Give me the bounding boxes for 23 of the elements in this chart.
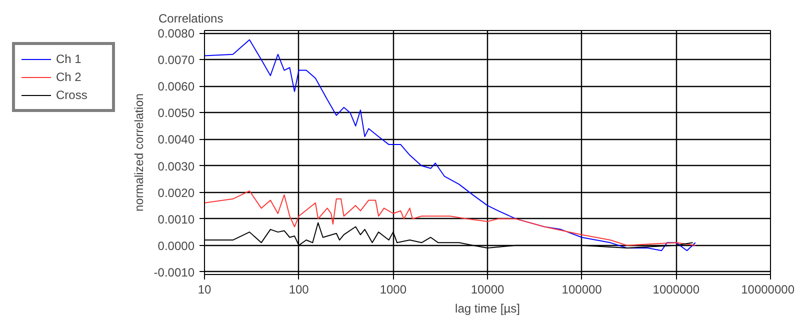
y-tick-label: 0.0010 xyxy=(158,212,195,226)
y-tick-label: -0.0010 xyxy=(154,265,195,280)
y-tick-label: 0.0020 xyxy=(158,186,195,200)
x-axis-title: lag time [µs] xyxy=(455,302,520,316)
chart-title: Correlations xyxy=(158,12,224,26)
y-tick-label: 0.0040 xyxy=(158,132,195,147)
y-tick-label: 0.0050 xyxy=(158,106,195,120)
x-tick-label: 100 xyxy=(288,282,310,296)
y-axis-title: normalized correlation xyxy=(132,93,146,212)
y-tick-label: 0.0070 xyxy=(158,53,195,68)
legend-label: Cross xyxy=(56,87,88,103)
x-tick-label: 1000000 xyxy=(652,282,700,296)
x-tick-label: 10 xyxy=(198,282,212,296)
y-tick-label: 0.0060 xyxy=(158,80,195,94)
y-tick-label: 0.0080 xyxy=(158,26,195,41)
y-tick-label: 0.0030 xyxy=(158,159,195,174)
x-tick-label: 10000000 xyxy=(741,282,795,296)
legend-label: Ch 2 xyxy=(56,69,82,85)
x-tick-label: 1000 xyxy=(380,282,407,296)
x-tick-label: 100000 xyxy=(562,282,602,296)
x-tick-label: 10000 xyxy=(470,282,505,296)
legend-label: Ch 1 xyxy=(56,51,82,67)
y-tick-label: 0.0000 xyxy=(158,238,195,253)
